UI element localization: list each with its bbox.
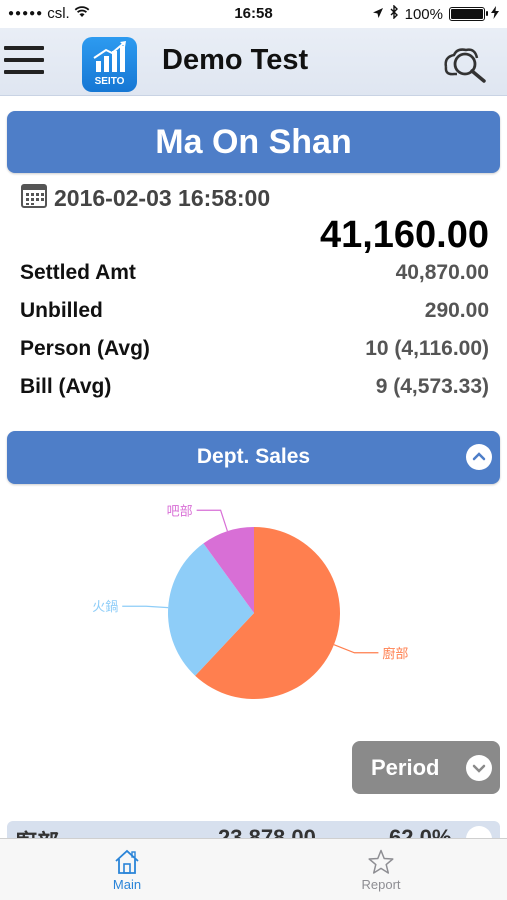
metric-label: Bill (Avg) <box>20 375 112 398</box>
wifi-icon <box>74 5 90 22</box>
location-arrow-icon <box>372 6 384 23</box>
home-icon <box>115 849 139 874</box>
status-left: ●●●●● csl. <box>8 5 90 22</box>
pie-slice <box>203 527 254 613</box>
bluetooth-icon <box>390 4 399 23</box>
battery-percent: 100% <box>404 5 443 23</box>
signal-icon: ●●●●● <box>8 8 44 19</box>
hamburger-menu-button[interactable] <box>4 46 44 78</box>
pie-leader-line <box>122 605 169 609</box>
dept-sales-title: Dept. Sales <box>196 445 311 468</box>
status-bar: ●●●●● csl. 16:58 100% <box>0 0 507 28</box>
dept-sales-pie-chart: 廚部 火鍋 吧部 <box>92 504 408 699</box>
search-icon <box>444 48 486 83</box>
bar-chart-logo-icon <box>93 41 126 72</box>
period-label: Period <box>371 755 440 780</box>
metric-value: 40,870.00 <box>395 261 489 284</box>
pie-leader-line <box>196 509 228 532</box>
tab-main[interactable]: Main <box>0 839 254 900</box>
search-button[interactable] <box>440 42 490 84</box>
metric-row-unbilled: Unbilled 290.00 <box>20 296 489 326</box>
status-time: 16:58 <box>234 5 273 22</box>
metric-label: Unbilled <box>20 299 103 322</box>
chevron-up-icon <box>472 452 486 461</box>
star-icon <box>368 849 394 874</box>
app-logo: SEITO <box>82 37 137 92</box>
report-datetime: 2016-02-03 16:58:00 <box>54 184 271 211</box>
tab-label: Report <box>361 877 401 892</box>
battery-fill <box>451 9 483 19</box>
pie-slice <box>195 527 340 699</box>
total-sales: 41,160.00 <box>319 214 489 256</box>
app-title: Demo Test <box>162 44 309 76</box>
tab-report[interactable]: Report <box>254 839 507 900</box>
status-right: 100% <box>372 4 499 23</box>
chevron-down-icon <box>472 764 486 773</box>
collapse-button[interactable] <box>466 444 492 470</box>
pie-slice <box>168 543 254 676</box>
metric-row-bill: Bill (Avg) 9 (4,573.33) <box>20 372 489 402</box>
pie-label: 火鍋 <box>92 599 118 615</box>
pie-label: 廚部 <box>382 646 408 662</box>
menu-line-icon <box>4 58 44 62</box>
metric-row-settled: Settled Amt 40,870.00 <box>20 258 489 288</box>
metric-value: 290.00 <box>424 299 489 322</box>
pie-leader-line <box>333 644 379 654</box>
period-chevron <box>466 755 492 781</box>
pie-label: 吧部 <box>167 504 193 519</box>
carrier-label: csl. <box>47 5 70 22</box>
charging-icon <box>491 5 499 23</box>
calendar-icon <box>20 181 48 215</box>
datetime-row: 2016-02-03 16:58:00 <box>20 181 270 215</box>
battery-icon <box>449 7 488 21</box>
metric-label: Person (Avg) <box>20 337 150 360</box>
nav-bar: SEITO Demo Test <box>0 28 507 96</box>
metric-row-person: Person (Avg) 10 (4,116.00) <box>20 334 489 364</box>
store-name-banner: Ma On Shan <box>7 111 500 173</box>
logo-text: SEITO <box>94 76 125 87</box>
menu-line-icon <box>4 70 44 74</box>
tab-label: Main <box>112 877 142 892</box>
period-button[interactable]: Period <box>352 741 500 794</box>
metric-label: Settled Amt <box>20 261 136 284</box>
menu-line-icon <box>4 46 44 50</box>
metric-value: 9 (4,573.33) <box>375 375 489 398</box>
metric-value: 10 (4,116.00) <box>365 337 489 360</box>
tab-bar: Main Report <box>0 838 507 900</box>
dept-sales-header[interactable]: Dept. Sales <box>7 431 500 484</box>
